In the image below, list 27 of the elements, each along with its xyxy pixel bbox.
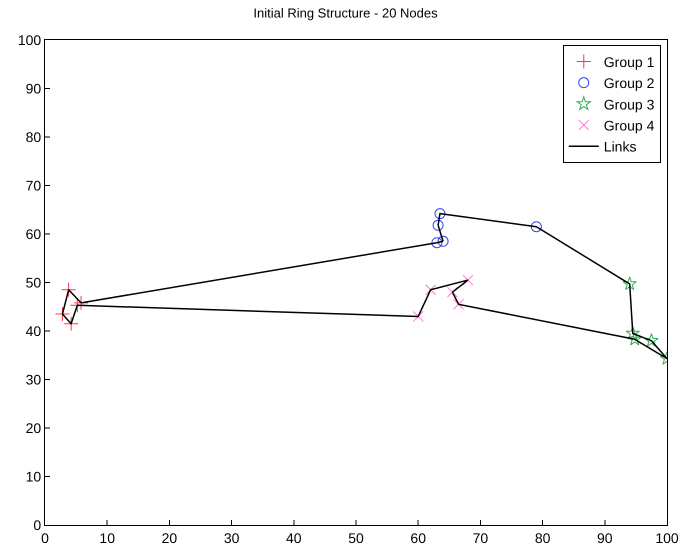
x-tick-label: 50 bbox=[348, 530, 364, 546]
y-tick-label: 40 bbox=[26, 322, 42, 339]
y-tick-label: 70 bbox=[26, 177, 42, 194]
legend-label: Group 3 bbox=[604, 96, 655, 112]
y-tick-label: 60 bbox=[26, 226, 42, 242]
y-tick-label: 10 bbox=[26, 468, 42, 484]
x-tick-label: 20 bbox=[162, 530, 178, 546]
y-tick-label: 0 bbox=[33, 516, 42, 533]
y-tick-label: 80 bbox=[26, 128, 42, 145]
y-tick-label: 20 bbox=[26, 420, 42, 436]
legend-label: Group 1 bbox=[604, 54, 655, 70]
x-tick-label: 100 bbox=[655, 530, 679, 546]
legend-label: Group 2 bbox=[604, 75, 655, 92]
x-tick-label: 90 bbox=[597, 530, 613, 546]
chart-title: Initial Ring Structure - 20 Nodes bbox=[253, 5, 438, 20]
x-tick-label: 60 bbox=[410, 530, 426, 546]
y-tick-label: 50 bbox=[26, 274, 42, 290]
x-tick-label: 40 bbox=[286, 530, 302, 546]
x-tick-label: 70 bbox=[472, 530, 488, 546]
x-tick-label: 10 bbox=[99, 530, 116, 546]
y-tick-label: 90 bbox=[26, 80, 42, 96]
x-tick-label: 80 bbox=[534, 530, 551, 546]
y-tick-label: 30 bbox=[26, 371, 42, 388]
x-tick-label: 30 bbox=[224, 530, 240, 546]
y-tick-label: 100 bbox=[18, 32, 42, 48]
legend-label: Group 4 bbox=[604, 118, 655, 134]
legend-label: Links bbox=[604, 138, 636, 155]
